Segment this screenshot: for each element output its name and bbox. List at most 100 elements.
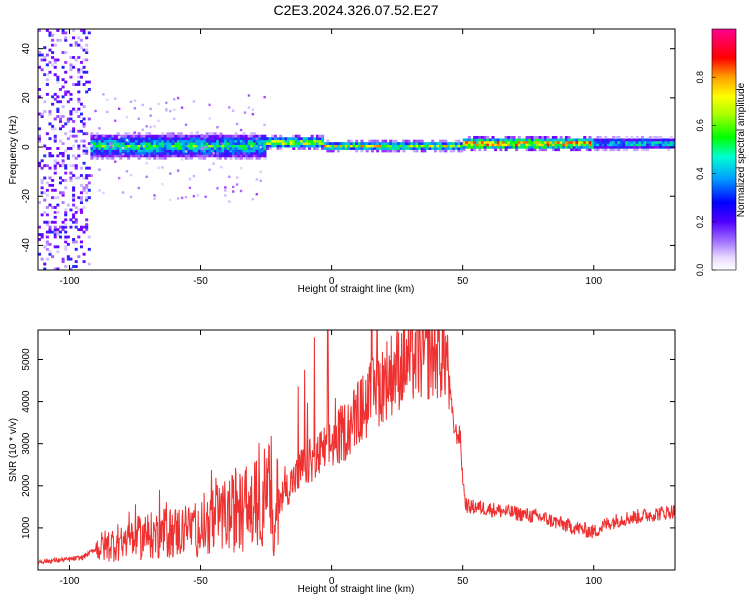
spectrogram-cell: [187, 154, 191, 158]
spectrogram-cell: [300, 144, 304, 148]
spectrogram-cell: [51, 56, 55, 59]
spectrogram-cell: [153, 194, 156, 197]
spectrogram-cell: [150, 147, 154, 150]
spectrogram-cell: [85, 183, 89, 187]
spectrogram-cell: [200, 144, 204, 148]
spectrogram-cell: [220, 133, 223, 136]
spectrogram-cell: [247, 94, 251, 97]
spectrogram-cell: [53, 171, 57, 175]
spectrogram-cell: [656, 140, 660, 144]
spectrogram-cell: [365, 149, 369, 153]
spectrogram-cell: [247, 144, 251, 148]
spectrogram-cell: [133, 107, 137, 110]
spectrogram-cell: [242, 147, 246, 150]
spectrogram-cell: [640, 145, 644, 149]
spectrogram-cell: [591, 140, 595, 144]
spectrogram-cell: [137, 186, 141, 190]
spectrogram-cell: [93, 147, 97, 150]
spectrogram-cell: [494, 145, 498, 149]
spectrogram-cell: [250, 132, 254, 136]
spectrogram-cell: [56, 95, 60, 99]
spectrogram-cell: [205, 144, 209, 148]
spectrogram-cell: [45, 240, 49, 244]
spectrogram-cell: [90, 147, 94, 150]
spectrogram-cell: [72, 188, 76, 192]
spectrogram-cell: [179, 142, 183, 145]
spectrogram-cell: [98, 147, 102, 150]
spectrogram-cell: [360, 144, 364, 148]
spectrogram-cell: [648, 145, 652, 149]
spectrogram-cell: [58, 191, 62, 195]
spectrogram-cell: [48, 154, 52, 158]
spectrogram-cell: [79, 46, 83, 50]
spectrogram-cell: [394, 139, 398, 143]
spectrogram-cell: [318, 139, 322, 143]
spectrogram-cell: [192, 147, 196, 150]
spectrogram-cell: [237, 156, 241, 160]
spectrogram-cell: [617, 138, 621, 142]
spectrogram-cell: [347, 139, 351, 143]
spectrogram-cell: [38, 238, 42, 241]
spectrogram-cell: [575, 140, 579, 144]
spectrogram-cell: [95, 144, 99, 148]
spectrogram-cell: [121, 153, 125, 156]
spectrogram-cell: [38, 134, 42, 138]
spectrogram-cell: [368, 144, 372, 148]
spectrogram-cell: [77, 100, 81, 104]
spectrogram-cell: [176, 147, 180, 150]
spectrogram-cell: [157, 119, 160, 123]
spectrogram-cell: [284, 139, 288, 143]
spectrogram-cell: [622, 145, 626, 149]
spectrogram-cell: [56, 161, 60, 165]
spectrogram-cell: [72, 193, 76, 197]
spectrogram-cell: [53, 188, 57, 192]
spectrogram-cell: [266, 147, 270, 150]
spectrogram-cell: [155, 134, 159, 138]
spectrogram-cell: [108, 137, 112, 141]
spectrogram-cell: [140, 144, 144, 148]
spectrogram-cell: [328, 147, 332, 150]
spectrogram-cell: [85, 174, 89, 177]
spectrogram-cell: [195, 151, 199, 155]
spectrogram-cell: [200, 139, 204, 143]
spectrogram-cell: [263, 144, 267, 148]
spectrogram-cell: [389, 147, 393, 150]
spectrogram-cell: [53, 206, 57, 209]
spectrogram-cell: [255, 149, 259, 153]
spectrogram-cell: [53, 169, 57, 173]
spectrogram-cell: [40, 186, 44, 190]
spectrogram-cell: [85, 132, 89, 136]
spectrogram-cell: [360, 139, 364, 143]
spectrogram-cell: [512, 135, 516, 139]
spectrogram-cell: [64, 164, 68, 168]
spectrogram-cell: [79, 75, 83, 79]
spectrogram-cell: [90, 155, 93, 159]
spectrogram-cell: [51, 230, 55, 234]
spectrogram-cell: [667, 143, 671, 147]
spectrogram-cell: [124, 144, 128, 148]
spectrogram-cell: [268, 137, 272, 141]
spectrogram-cell: [407, 139, 411, 143]
spectrogram-cell: [66, 90, 70, 94]
spectrogram-cell: [61, 78, 65, 82]
spectrogram-cell: [258, 154, 262, 158]
spectrogram-cell: [640, 135, 644, 139]
spectrogram-cell: [58, 115, 62, 118]
spectrogram-cell: [38, 137, 42, 141]
spectrogram-cell: [208, 139, 212, 143]
spectrogram-cell: [43, 245, 47, 249]
spectrogram-cell: [287, 139, 291, 143]
spectrogram-cell: [58, 139, 62, 143]
spectrogram-cell: [45, 83, 49, 86]
spectrogram-cell: [200, 156, 204, 160]
spectrogram-cell: [263, 154, 267, 158]
spectrogram-cell: [200, 151, 204, 155]
spectrogram-cell: [672, 140, 675, 144]
spectrogram-cell: [174, 149, 178, 153]
spectrogram-cell: [606, 138, 610, 142]
spectrogram-cell: [196, 194, 199, 197]
spectrogram-cell: [64, 171, 68, 175]
spectrogram-cell: [148, 149, 152, 153]
spectrogram-cell: [121, 149, 125, 153]
spectrogram-cell: [446, 144, 450, 148]
